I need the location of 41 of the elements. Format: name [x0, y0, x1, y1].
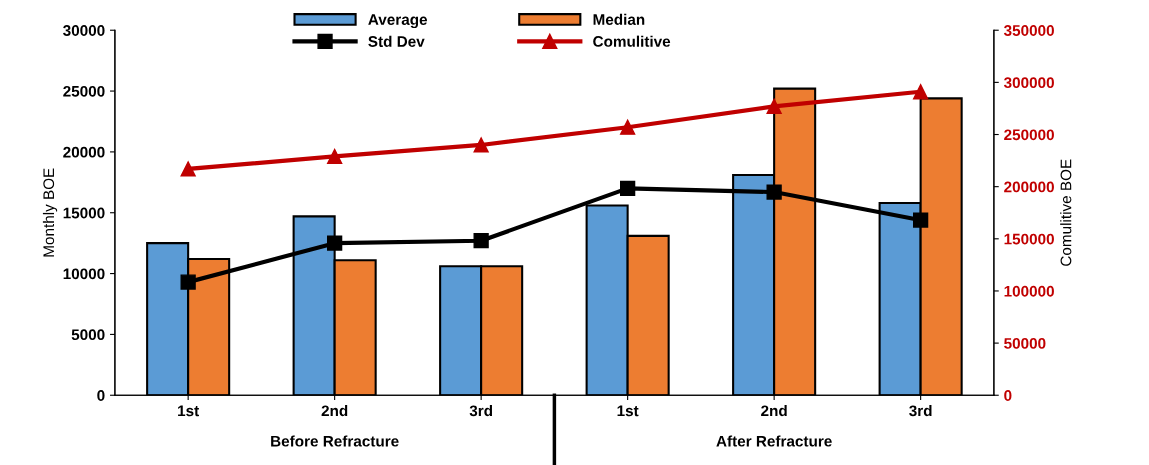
x-tick-label: 3rd [469, 404, 493, 417]
point [473, 233, 489, 249]
y-tick-label: 0 [97, 390, 105, 401]
x-tick-label: 2nd [761, 404, 787, 417]
point [766, 98, 782, 114]
y-tick-label: 25000 [63, 85, 105, 97]
text: Before Refracture [271, 435, 399, 447]
y2-tick-label: 0 [1004, 390, 1012, 401]
legend-label: Median [593, 13, 645, 25]
point [180, 161, 196, 177]
x-tick-label: 1st [178, 405, 199, 417]
y2-tick-label: 200000 [1004, 181, 1054, 193]
y2-tick-label: 300000 [1003, 77, 1054, 89]
text: After Refracture [716, 435, 832, 447]
y-tick-label: 10000 [63, 268, 105, 280]
y2-tick-label: 150000 [1004, 233, 1054, 245]
y-tick-label: 20000 [63, 146, 105, 158]
x-tick-label: 1st [617, 405, 639, 417]
x-tick-label: 3rd [909, 404, 932, 417]
y-tick-label: 15000 [63, 207, 105, 219]
legend-label: Comulitive [593, 35, 671, 47]
legend-label: Std Dev [368, 35, 425, 47]
point [473, 137, 489, 153]
y2-tick-label: 350000 [1003, 25, 1054, 36]
point [620, 119, 636, 135]
y-tick-label: 30000 [63, 25, 105, 36]
x-tick-label: 2nd [321, 404, 348, 417]
point [620, 180, 636, 197]
point [766, 184, 782, 200]
legend-label: Average [368, 14, 428, 29]
y2-tick-label: 100000 [1004, 285, 1054, 297]
point [327, 235, 343, 251]
point [912, 212, 929, 228]
y2-axis-title: Comulitive BOE [1060, 159, 1072, 266]
point [912, 84, 929, 100]
y-axis-title: Monthly BOE [42, 168, 58, 257]
point [180, 274, 196, 290]
y2-tick-label: 250000 [1004, 129, 1054, 141]
y-tick-label: 5000 [71, 329, 105, 341]
point [327, 148, 343, 165]
y2-tick-label: 50000 [1004, 337, 1046, 349]
